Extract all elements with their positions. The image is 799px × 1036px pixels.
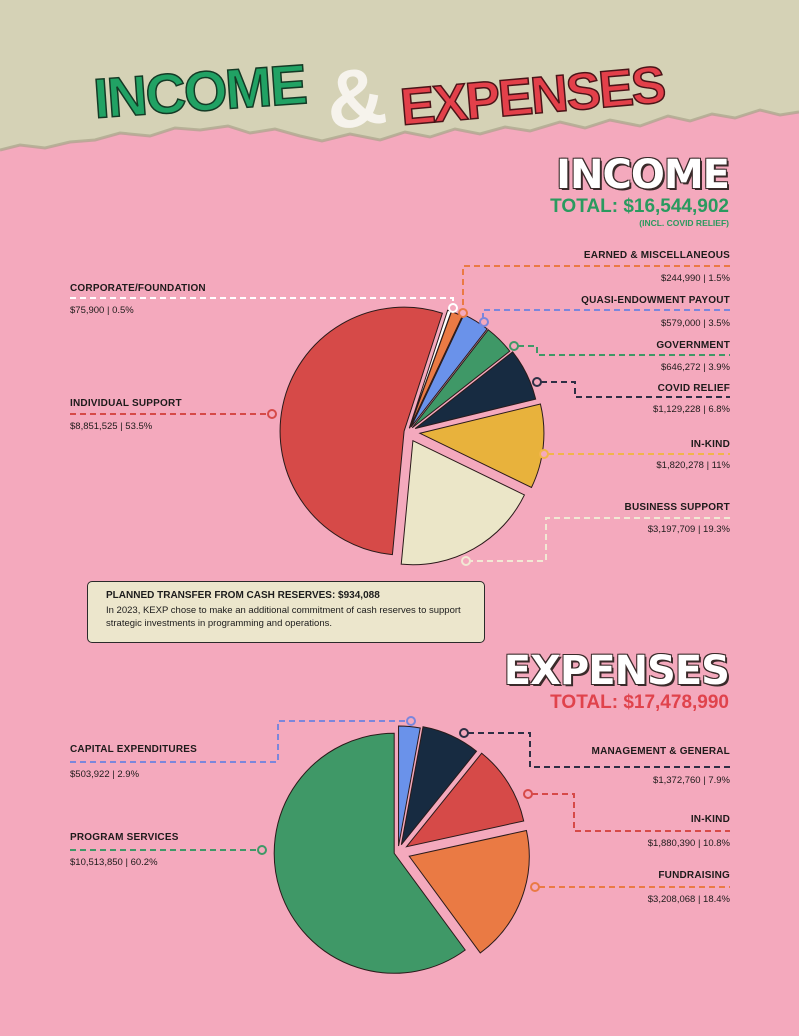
income-label-business: BUSINESS SUPPORT — [624, 502, 730, 513]
income-value-corporate: $75,900 | 0.5% — [70, 305, 134, 316]
expense-value-capital: $503,922 | 2.9% — [70, 769, 140, 780]
pie-slice — [400, 726, 478, 846]
expense-value-fundraising: $3,208,068 | 18.4% — [647, 894, 730, 905]
income-value-business: $3,197,709 | 19.3% — [647, 524, 730, 535]
pie-slice — [418, 403, 545, 489]
note-body: In 2023, KEXP chose to make an additiona… — [106, 605, 461, 629]
page-title: INCOME & EXPENSES — [91, 49, 668, 147]
income-leader-lines — [70, 265, 730, 566]
income-value-government: $646,272 | 3.9% — [660, 362, 730, 373]
income-label-in-kind: IN-KIND — [690, 439, 730, 450]
income-pie — [279, 306, 545, 566]
pie-slice — [411, 329, 511, 429]
income-label-individual: INDIVIDUAL SUPPORT — [70, 398, 182, 409]
income-label-earned: EARNED & MISCELLANEOUS — [583, 250, 730, 261]
income-label-covid: COVID RELIEF — [657, 383, 730, 394]
income-value-quasi: $579,000 | 3.5% — [660, 318, 730, 329]
expense-label-capital: CAPITAL EXPENDITURES — [70, 744, 197, 755]
expenses-pie — [273, 725, 530, 974]
income-value-earned: $244,990 | 1.5% — [660, 273, 730, 284]
pie-slice — [273, 732, 466, 974]
pie-slice — [279, 306, 444, 556]
income-label-quasi: QUASI-ENDOWMENT PAYOUT — [581, 295, 730, 306]
expense-leader-lines — [70, 716, 730, 892]
expense-value-in-kind: $1,880,390 | 10.8% — [647, 838, 730, 849]
note-title: PLANNED TRANSFER FROM CASH RESERVES: $93… — [106, 590, 380, 601]
income-value-covid: $1,129,228 | 6.8% — [653, 404, 730, 415]
expense-label-fundraising: FUNDRAISING — [658, 870, 730, 881]
income-heading: INCOME — [556, 152, 730, 198]
expense-value-management: $1,372,760 | 7.9% — [653, 775, 730, 786]
pie-slice — [400, 439, 526, 566]
title-income-word: INCOME — [91, 52, 308, 130]
income-label-government: GOVERNMENT — [656, 340, 730, 351]
torn-paper-header — [0, 0, 799, 152]
pie-slice — [414, 351, 537, 429]
income-total-note: (INCL. COVID RELIEF) — [639, 218, 729, 228]
income-total: TOTAL: $16,544,902 — [550, 196, 729, 217]
expense-value-program: $10,513,850 | 60.2% — [70, 857, 158, 868]
income-value-individual: $8,851,525 | 53.5% — [70, 421, 153, 432]
pie-slice — [405, 752, 525, 848]
expense-label-in-kind: IN-KIND — [690, 814, 730, 825]
title-ampersand: & — [320, 49, 391, 147]
expenses-heading: EXPENSES — [503, 648, 730, 694]
expense-label-management: MANAGEMENT & GENERAL — [591, 746, 730, 757]
cash-reserves-note: PLANNED TRANSFER FROM CASH RESERVES: $93… — [87, 581, 485, 643]
income-label-corporate: CORPORATE/FOUNDATION — [70, 283, 206, 294]
pie-slice — [408, 829, 530, 954]
pie-slice — [398, 725, 421, 847]
expenses-total: TOTAL: $17,478,990 — [550, 692, 729, 713]
expense-label-program: PROGRAM SERVICES — [70, 832, 179, 843]
income-value-in-kind: $1,820,278 | 11% — [656, 460, 730, 471]
